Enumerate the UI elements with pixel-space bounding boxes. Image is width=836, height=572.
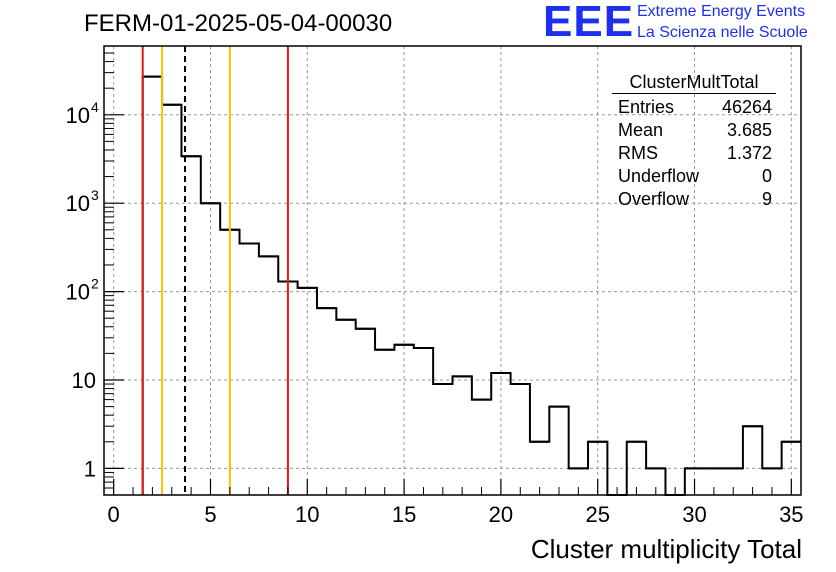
y-tick-label: 10 xyxy=(72,368,96,393)
stats-title: ClusterMultTotal xyxy=(612,72,776,94)
x-tick-label: 0 xyxy=(108,502,120,527)
y-tick-label: 10 xyxy=(66,103,90,128)
stats-label: Entries xyxy=(618,97,675,117)
axis-ticks xyxy=(104,45,792,496)
stats-row: Overflow 9 xyxy=(612,188,776,211)
stats-label: Mean xyxy=(618,120,664,140)
stats-label: Underflow xyxy=(618,166,700,186)
plot-frame xyxy=(103,45,802,496)
x-tick-label: 10 xyxy=(295,502,319,527)
stats-label: Overflow xyxy=(618,189,690,209)
y-tick-label: 10 xyxy=(66,280,90,305)
stats-value: 9 xyxy=(761,189,772,209)
y-tick-label: 1 xyxy=(84,456,96,481)
x-tick-label: 5 xyxy=(204,502,216,527)
stats-row: Mean 3.685 xyxy=(612,119,776,142)
marker-lines xyxy=(141,46,289,495)
x-tick-label: 25 xyxy=(585,502,609,527)
stats-value: 1.372 xyxy=(726,143,772,163)
stats-row: RMS 1.372 xyxy=(612,142,776,165)
x-axis-label: Cluster multiplicity Total xyxy=(530,534,802,564)
stats-box: ClusterMultTotal Entries 46264 Mean 3.685 … xyxy=(612,72,776,211)
chart-title: FERM-01-2025-05-04-00030 xyxy=(84,10,393,37)
stats-row: Underflow 0 xyxy=(612,165,776,188)
x-tick-label: 35 xyxy=(779,502,803,527)
stats-value: 46264 xyxy=(721,97,772,117)
eee-logo: EEE xyxy=(543,0,635,46)
logo-line-1: Extreme Energy Events xyxy=(637,3,806,20)
y-tick-exponent: 3 xyxy=(91,187,99,203)
y-tick-exponent: 2 xyxy=(91,276,99,292)
x-tick-label: 15 xyxy=(392,502,416,527)
stats-label: RMS xyxy=(618,143,658,163)
stats-row: Entries 46264 xyxy=(612,96,776,119)
y-tick-exponent: 4 xyxy=(91,99,99,115)
x-tick-label: 20 xyxy=(489,502,513,527)
stats-value: 3.685 xyxy=(726,120,772,140)
logo-line-2: La Scienza nelle Scuole xyxy=(637,24,808,41)
stats-value: 0 xyxy=(761,166,772,186)
y-tick-label: 10 xyxy=(66,191,90,216)
x-tick-label: 30 xyxy=(682,502,706,527)
